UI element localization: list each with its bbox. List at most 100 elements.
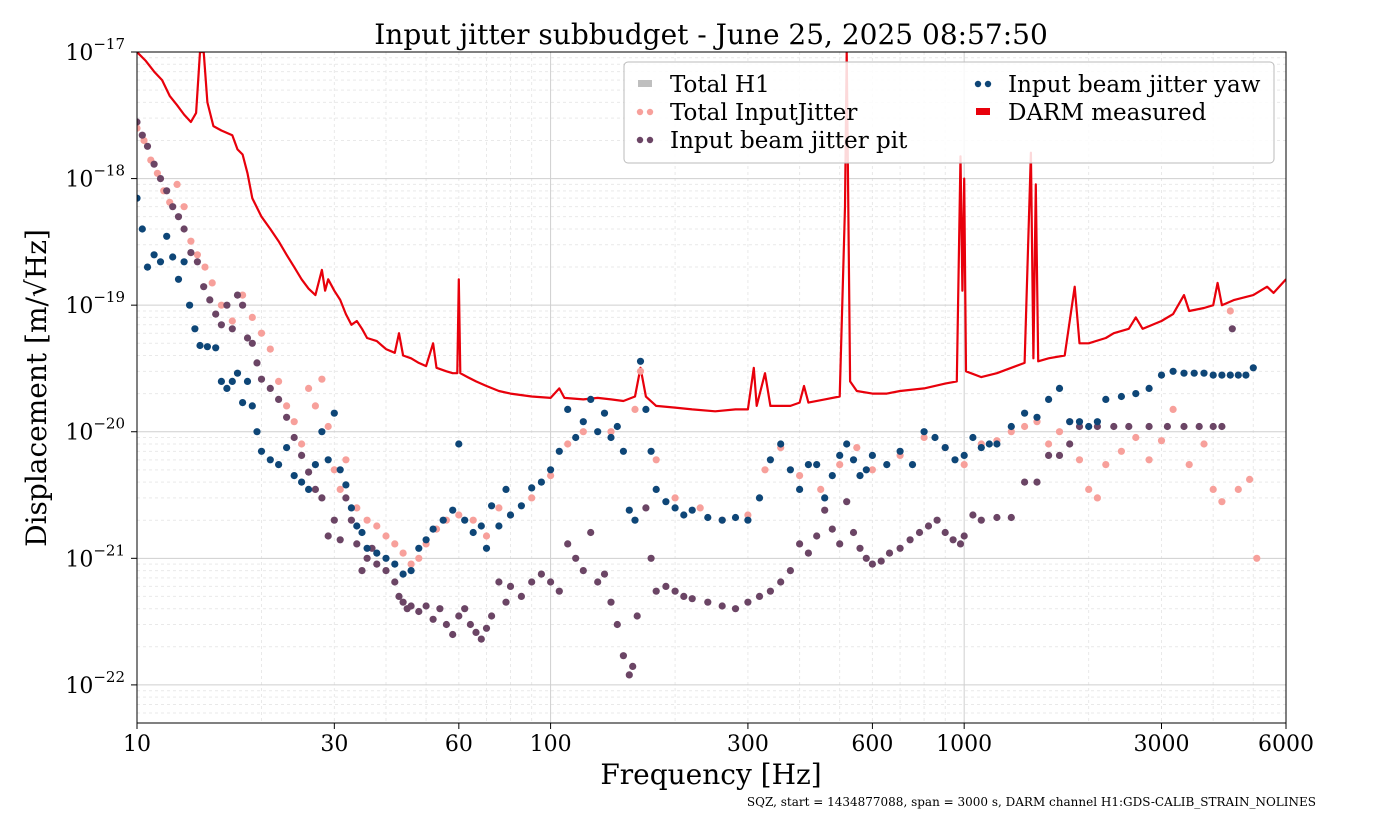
data-point	[821, 494, 829, 502]
data-point	[318, 494, 326, 502]
data-point	[1045, 451, 1053, 459]
x-tick-label: 30	[320, 732, 348, 757]
data-point	[1093, 494, 1101, 502]
data-point	[228, 377, 236, 385]
data-point	[993, 513, 1001, 522]
data-point	[941, 528, 949, 537]
data-point	[517, 592, 526, 601]
data-point	[517, 502, 526, 510]
data-point	[283, 413, 291, 421]
data-point	[977, 516, 985, 524]
data-point	[1055, 384, 1064, 392]
data-point	[587, 528, 595, 537]
data-point	[1226, 307, 1234, 315]
data-point	[477, 635, 485, 643]
data-point	[828, 525, 836, 533]
data-point	[180, 203, 188, 211]
data-point	[330, 516, 338, 524]
legend-marker	[984, 80, 992, 88]
data-point	[796, 540, 804, 548]
data-point	[455, 612, 463, 620]
data-point	[594, 428, 602, 436]
data-point	[949, 536, 957, 544]
data-point	[1045, 440, 1053, 448]
data-point	[353, 522, 361, 530]
data-point	[1218, 498, 1226, 506]
data-point	[248, 339, 256, 347]
data-point	[849, 528, 858, 537]
data-point	[1007, 428, 1015, 436]
data-point	[862, 466, 870, 474]
data-point	[1021, 422, 1029, 431]
data-point	[1055, 428, 1064, 436]
data-point	[150, 251, 158, 259]
x-axis: 10 30 60 100 300 600 1000 3000 6000	[123, 723, 1314, 757]
data-point	[924, 522, 933, 530]
data-point	[266, 384, 274, 392]
data-point	[652, 456, 660, 464]
data-point	[257, 375, 266, 383]
data-point	[283, 402, 291, 410]
data-point	[298, 451, 306, 459]
data-point	[212, 344, 220, 352]
data-point	[275, 377, 283, 385]
data-point	[324, 422, 332, 431]
data-point	[587, 395, 595, 403]
data-point	[619, 447, 628, 455]
data-point	[744, 511, 752, 519]
data-point	[407, 567, 415, 575]
x-tick-label: 3000	[1133, 732, 1189, 757]
data-point	[579, 428, 587, 436]
data-point	[138, 225, 146, 233]
data-point	[600, 409, 609, 417]
data-point	[415, 607, 423, 616]
data-point	[1021, 478, 1029, 486]
data-point	[239, 301, 247, 309]
y-tick-label: 10−17	[65, 35, 125, 66]
data-point	[537, 570, 546, 578]
data-point	[1180, 369, 1188, 377]
data-point	[187, 249, 195, 257]
data-point	[1195, 422, 1203, 431]
data-point	[755, 494, 764, 502]
data-point	[248, 313, 256, 321]
data-point	[143, 142, 152, 150]
legend-marker	[646, 136, 654, 144]
data-point	[1157, 371, 1166, 379]
data-point	[1045, 395, 1053, 403]
data-point	[956, 540, 965, 548]
data-point	[233, 369, 242, 377]
data-point	[744, 516, 752, 524]
data-point	[977, 444, 985, 452]
data-point	[647, 447, 655, 455]
legend-label: Input beam jitter yaw	[1008, 72, 1261, 98]
data-point	[1145, 456, 1153, 464]
data-point	[1085, 485, 1093, 493]
data-point	[449, 506, 457, 514]
data-point	[625, 506, 633, 514]
data-point	[821, 506, 829, 514]
y-axis: 10−22 10−21 10−20 10−19 10−18 10−17	[65, 35, 137, 699]
x-tick-label: 6000	[1258, 732, 1314, 757]
data-point	[862, 554, 870, 562]
data-point	[436, 605, 444, 613]
data-point	[631, 405, 639, 413]
data-point	[1145, 422, 1153, 431]
data-point	[813, 532, 821, 540]
data-point	[233, 291, 242, 299]
data-point	[555, 587, 563, 595]
data-point	[353, 504, 361, 512]
data-point	[342, 494, 350, 502]
data-point	[353, 540, 361, 548]
data-point	[1033, 413, 1041, 421]
data-point	[804, 461, 813, 469]
data-point	[298, 478, 306, 486]
data-point	[156, 175, 165, 183]
data-point	[671, 494, 679, 502]
data-point	[506, 582, 515, 591]
data-point	[391, 560, 399, 568]
data-point	[253, 428, 261, 436]
data-point	[817, 485, 825, 493]
data-point	[849, 456, 858, 464]
data-point	[564, 405, 572, 413]
